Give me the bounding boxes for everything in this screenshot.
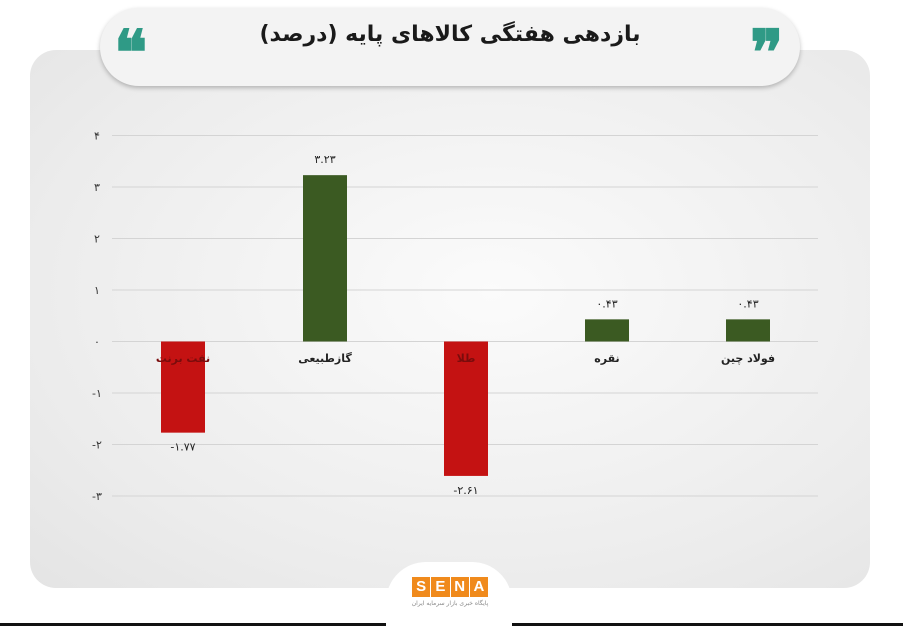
bar (444, 341, 488, 476)
logo-letter: A (469, 577, 488, 597)
category-label: طلا (457, 352, 476, 365)
y-tick-label: ۲ (94, 233, 100, 246)
bars (161, 175, 770, 476)
logo-subtitle: پایگاه خبری بازار سرمایه ایران (411, 600, 489, 607)
logo-letter: N (450, 577, 469, 597)
bar (161, 341, 205, 433)
value-label: ۳.۲۳ (314, 153, 335, 166)
value-label: ۰.۴۳ (737, 297, 758, 310)
category-label: فولاد چین (721, 352, 775, 365)
y-tick-label: ۰ (94, 336, 100, 349)
category-label: نفت برنت (156, 352, 210, 365)
close-quote-icon: ❞ (750, 16, 784, 89)
category-label: گازطبیعی (298, 352, 352, 365)
bar (303, 175, 347, 342)
value-label: -۱.۷۷ (170, 441, 195, 454)
bar (585, 319, 629, 342)
y-tick-label: -۱ (92, 387, 102, 400)
value-label: ۰.۴۳ (596, 297, 617, 310)
logo-letter: E (431, 577, 450, 597)
open-quote-icon: ❝ (114, 16, 148, 89)
category-label: نقره (594, 352, 619, 365)
y-tick-label: ۳ (94, 181, 100, 194)
y-tick-label: ۴ (94, 130, 100, 143)
y-axis-ticks: ۴ ۳ ۲ ۱ ۰ -۱ -۲ -۳ (92, 130, 102, 504)
y-tick-label: ۱ (94, 284, 100, 297)
logo-letter: S (412, 577, 431, 597)
chart-card (30, 50, 870, 588)
bar (726, 319, 770, 342)
y-tick-label: -۳ (92, 490, 102, 503)
y-tick-label: -۲ (92, 439, 102, 452)
sena-logo: S E N A (412, 577, 488, 597)
labels: -۱.۷۷ نفت برنت ۳.۲۳ گازطبیعی -۲.۶۱ طلا ۰.۴۳ نقر… (156, 153, 775, 497)
value-label: -۲.۶۱ (453, 484, 478, 497)
chart-title: بازدهی هفتگی کالاهای پایه (درصد) (259, 22, 641, 47)
title-banner (100, 8, 800, 86)
